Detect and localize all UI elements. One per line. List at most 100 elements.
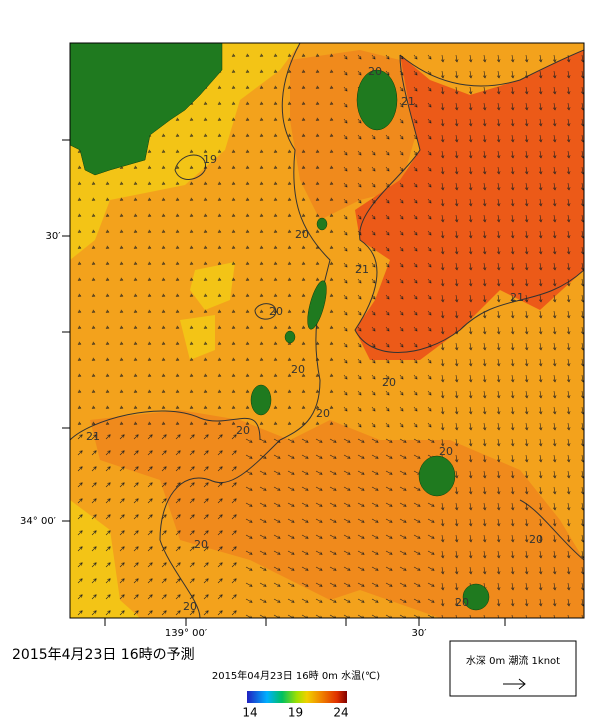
current-arrow <box>440 86 445 95</box>
current-arrow <box>524 294 529 303</box>
current-arrow <box>454 182 459 191</box>
current-arrow <box>371 230 376 236</box>
current-arrow <box>217 325 222 329</box>
current-arrow <box>189 309 194 313</box>
current-arrow <box>259 133 264 137</box>
current-arrow <box>77 261 82 265</box>
current-arrow <box>161 578 167 584</box>
current-arrow <box>217 498 223 504</box>
current-arrow <box>399 534 407 539</box>
current-arrow <box>399 54 404 60</box>
current-arrow <box>203 245 208 249</box>
current-arrow <box>496 534 501 543</box>
current-arrow <box>357 374 362 380</box>
current-arrow <box>301 261 306 265</box>
current-arrow <box>357 70 362 76</box>
current-arrow <box>245 117 250 121</box>
current-arrow <box>231 133 236 137</box>
current-arrow <box>524 118 529 127</box>
current-arrow <box>301 165 306 169</box>
current-arrow <box>454 166 459 175</box>
current-arrow <box>133 498 139 504</box>
current-arrow <box>357 358 362 364</box>
current-arrow <box>217 197 222 201</box>
current-arrow <box>133 434 139 440</box>
current-arrow <box>468 278 473 287</box>
current-arrow <box>231 309 236 313</box>
current-arrow <box>77 530 83 536</box>
current-arrow <box>231 498 237 504</box>
current-arrow <box>301 454 309 459</box>
current-arrow <box>273 438 281 443</box>
current-arrow <box>371 150 376 156</box>
current-arrow <box>203 530 209 536</box>
current-arrow <box>427 502 435 507</box>
current-arrow <box>245 325 250 329</box>
current-arrow <box>287 53 292 57</box>
current-arrow <box>343 534 351 539</box>
current-arrow <box>427 406 432 412</box>
current-arrow <box>315 69 320 73</box>
current-arrow <box>77 245 82 249</box>
current-arrow <box>524 422 529 431</box>
current-arrow <box>510 550 515 559</box>
current-arrow <box>91 373 96 377</box>
current-arrow <box>454 54 459 63</box>
current-arrow <box>77 293 82 297</box>
current-arrow <box>105 498 111 504</box>
current-arrow <box>175 466 181 472</box>
current-arrow <box>133 373 138 377</box>
current-arrow <box>357 486 365 491</box>
current-arrow <box>217 229 222 233</box>
current-arrow <box>315 85 320 89</box>
current-arrow <box>133 165 138 169</box>
current-arrow <box>371 550 379 555</box>
current-arrow <box>133 229 138 233</box>
current-arrow <box>301 598 309 603</box>
current-arrow <box>175 530 181 536</box>
current-arrow <box>538 358 543 367</box>
current-arrow <box>273 421 278 425</box>
current-arrow <box>77 341 82 345</box>
current-arrow <box>427 422 432 428</box>
current-arrow <box>468 198 473 207</box>
current-arrow <box>343 278 348 284</box>
current-arrow <box>496 566 501 575</box>
current-arrow <box>133 530 139 536</box>
current-arrow <box>245 133 250 137</box>
contour-label: 19 <box>203 153 217 166</box>
current-arrow <box>538 598 543 607</box>
current-arrow <box>566 182 571 191</box>
current-arrow <box>454 262 459 271</box>
current-arrow <box>161 405 166 409</box>
current-arrow <box>371 246 376 252</box>
current-arrow <box>315 325 320 329</box>
current-arrow <box>399 118 404 124</box>
current-arrow <box>413 358 418 364</box>
current-arrow <box>468 134 473 143</box>
current-arrow <box>273 566 281 571</box>
current-arrow <box>454 134 459 143</box>
current-arrow <box>440 374 445 383</box>
current-arrow <box>315 438 323 443</box>
current-arrow <box>105 434 111 440</box>
current-arrow <box>357 534 365 539</box>
current-arrow <box>385 294 390 300</box>
current-arrow <box>427 294 432 300</box>
current-arrow <box>496 70 501 79</box>
current-arrow <box>273 133 278 137</box>
legend-text: 水深 0m 潮流 1knot <box>466 654 560 667</box>
current-arrow <box>119 450 125 456</box>
current-arrow <box>175 546 181 552</box>
current-arrow <box>231 610 237 616</box>
current-arrow <box>133 594 139 600</box>
current-arrow <box>133 277 138 281</box>
current-arrow <box>343 486 351 491</box>
current-arrow <box>189 610 195 616</box>
current-arrow <box>119 546 125 552</box>
current-arrow <box>287 229 292 233</box>
current-arrow <box>552 566 557 575</box>
current-arrow <box>427 214 432 220</box>
current-arrow <box>175 261 180 265</box>
current-arrow <box>454 326 459 335</box>
